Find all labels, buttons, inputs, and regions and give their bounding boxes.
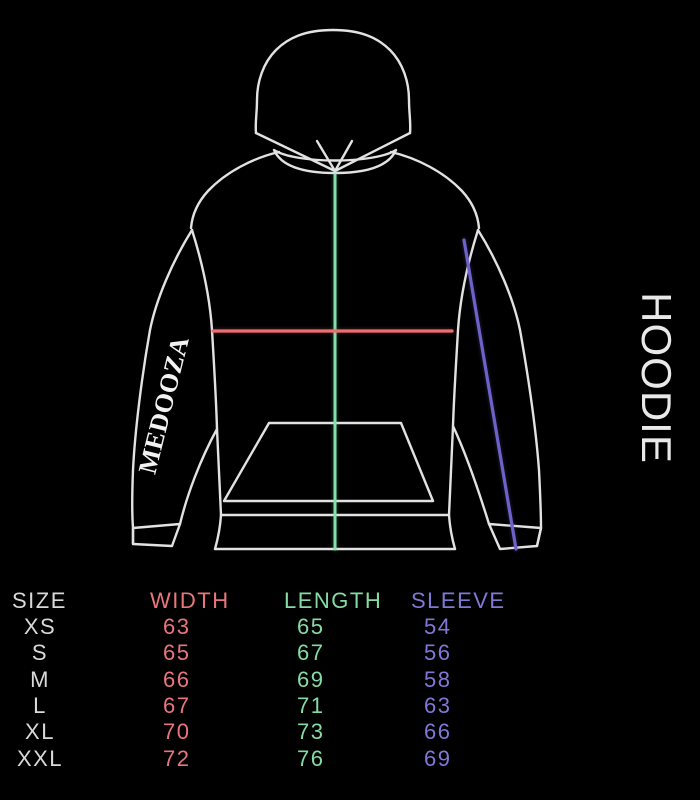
svg-text:66: 66	[424, 719, 451, 744]
svg-text:XXL: XXL	[17, 746, 63, 771]
svg-text:L: L	[33, 693, 47, 718]
svg-text:XS: XS	[24, 614, 56, 639]
svg-text:72: 72	[163, 746, 190, 771]
svg-text:WIDTH: WIDTH	[150, 588, 230, 613]
svg-text:SLEEVE: SLEEVE	[411, 588, 506, 613]
svg-text:M: M	[30, 667, 50, 692]
svg-text:SIZE: SIZE	[12, 588, 67, 613]
svg-text:63: 63	[163, 614, 190, 639]
svg-text:65: 65	[163, 640, 190, 665]
svg-text:73: 73	[297, 719, 324, 744]
svg-text:S: S	[32, 640, 48, 665]
svg-text:70: 70	[163, 719, 190, 744]
svg-text:LENGTH: LENGTH	[284, 588, 382, 613]
svg-text:69: 69	[297, 667, 324, 692]
svg-text:54: 54	[424, 614, 451, 639]
svg-text:58: 58	[424, 667, 451, 692]
svg-text:XL: XL	[25, 719, 55, 744]
svg-text:67: 67	[297, 640, 324, 665]
svg-text:63: 63	[424, 693, 451, 718]
svg-text:67: 67	[163, 693, 190, 718]
svg-text:MEDOOZA: MEDOOZA	[133, 333, 195, 477]
svg-text:65: 65	[297, 614, 324, 639]
svg-text:76: 76	[297, 746, 324, 771]
svg-text:69: 69	[424, 746, 451, 771]
svg-text:56: 56	[424, 640, 451, 665]
svg-text:66: 66	[163, 667, 190, 692]
svg-text:HOODIE: HOODIE	[633, 292, 680, 464]
svg-text:71: 71	[297, 693, 324, 718]
